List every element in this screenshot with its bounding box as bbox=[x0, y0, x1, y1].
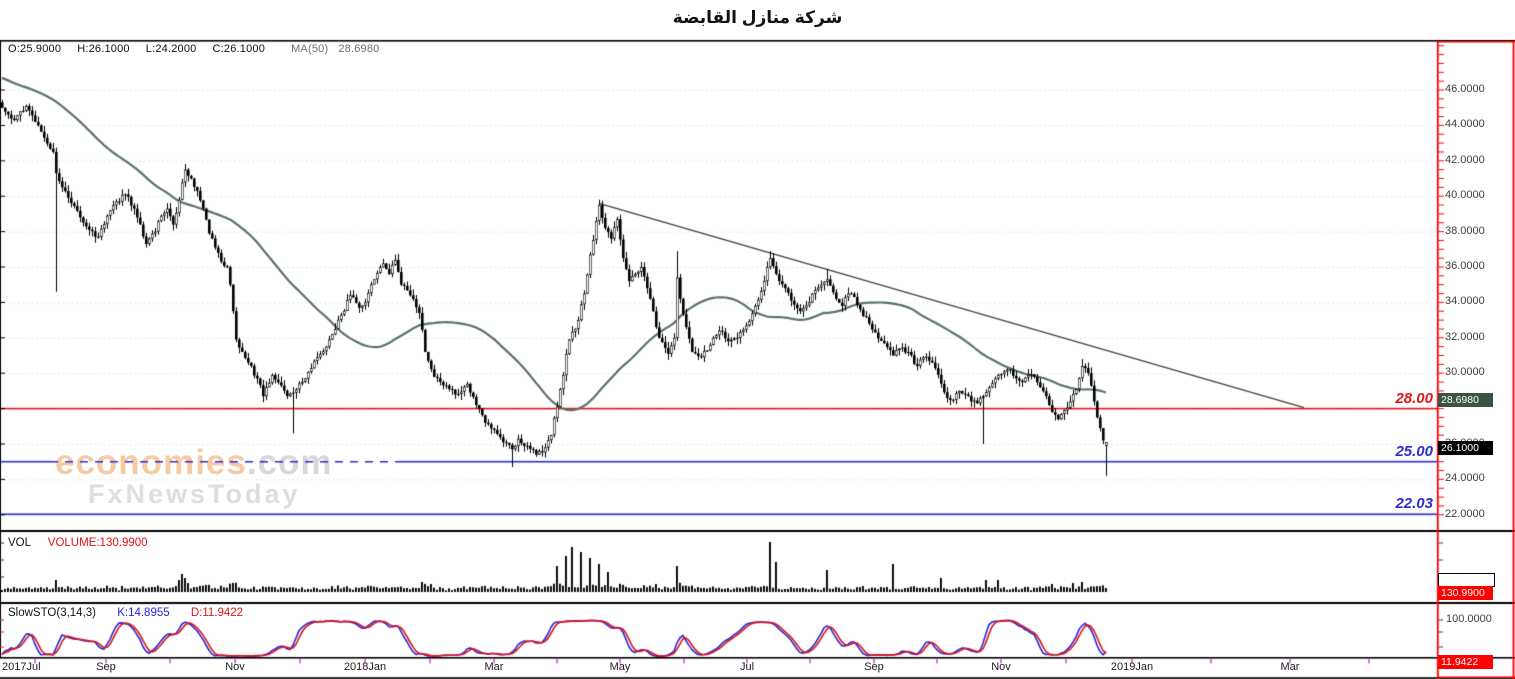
last-price-box: 26.1000 bbox=[1438, 441, 1493, 455]
ohlc-high-value: H:26.1000 bbox=[77, 43, 130, 55]
price-axis-label: 22.0000 bbox=[1445, 507, 1485, 520]
level-label-28-00: 28.00 bbox=[1395, 389, 1433, 407]
price-axis-label: 36.0000 bbox=[1445, 260, 1485, 272]
stoch-indicator-label: SlowSTO(3,14,3) bbox=[8, 607, 96, 619]
stoch-value-box: 11.9422 bbox=[1438, 655, 1493, 669]
date-axis-label: Nov bbox=[225, 661, 245, 673]
date-axis-label: Mar bbox=[1280, 661, 1300, 673]
date-axis-label: May bbox=[609, 661, 631, 673]
date-axis-label: Jul bbox=[739, 661, 755, 673]
price-axis-label: 38.0000 bbox=[1445, 224, 1485, 237]
ohlc-open-value: O:25.9000 bbox=[8, 43, 62, 55]
ohlc-low-value: L:24.2000 bbox=[145, 43, 197, 55]
stoch-panel-header: SlowSTO(3,14,3) K:14.8955 D:11.9422 bbox=[8, 607, 243, 619]
price-axis-label: 24.0000 bbox=[1445, 472, 1485, 485]
price-axis-label: 32.0000 bbox=[1445, 330, 1485, 343]
price-axis-label: 40.0000 bbox=[1445, 189, 1485, 202]
date-axis-label: Sep bbox=[864, 661, 884, 673]
chart-title: شركة منازل القابضة bbox=[672, 8, 843, 27]
volume-scale-box bbox=[1438, 573, 1495, 587]
ohlc-close-value: C:26.1000 bbox=[212, 43, 266, 55]
date-axis-label: Sep bbox=[96, 661, 116, 673]
ma-value-box: 28.6980 bbox=[1438, 393, 1493, 407]
date-axis-label: Nov bbox=[991, 661, 1011, 673]
volume-value-box: 130.9900 bbox=[1438, 586, 1493, 600]
date-axis-label: 2017Jul bbox=[2, 661, 41, 673]
stoch-d-value: D:11.9422 bbox=[190, 607, 244, 619]
stoch-axis-top-label: 100.0000 bbox=[1446, 613, 1492, 625]
stoch-k-value: K:14.8955 bbox=[117, 607, 170, 619]
date-axis-label: 2018Jan bbox=[343, 661, 387, 673]
vol-indicator-label: VOL bbox=[8, 537, 31, 549]
ma-indicator-label: MA(50) bbox=[291, 43, 329, 55]
date-axis-label: 2019Jan bbox=[1110, 661, 1154, 673]
level-label-22-03: 22.03 bbox=[1395, 495, 1433, 513]
volume-value-label: VOLUME:130.9900 bbox=[47, 537, 148, 549]
price-axis-label: 46.0000 bbox=[1445, 83, 1485, 95]
ma-indicator-value: 28.6980 bbox=[338, 43, 380, 55]
volume-panel-header: VOL VOLUME:130.9900 bbox=[8, 537, 148, 549]
price-axis-label: 42.0000 bbox=[1445, 153, 1485, 166]
price-axis-label: 44.0000 bbox=[1445, 118, 1485, 131]
price-axis-label: 30.0000 bbox=[1445, 366, 1485, 379]
ohlc-header: O:25.9000 H:26.1000 L:24.2000 C:26.1000 MA(5… bbox=[8, 43, 396, 55]
date-axis-label: Mar bbox=[484, 661, 504, 673]
level-label-25-00: 25.00 bbox=[1395, 442, 1433, 460]
price-axis-label: 34.0000 bbox=[1445, 295, 1485, 308]
